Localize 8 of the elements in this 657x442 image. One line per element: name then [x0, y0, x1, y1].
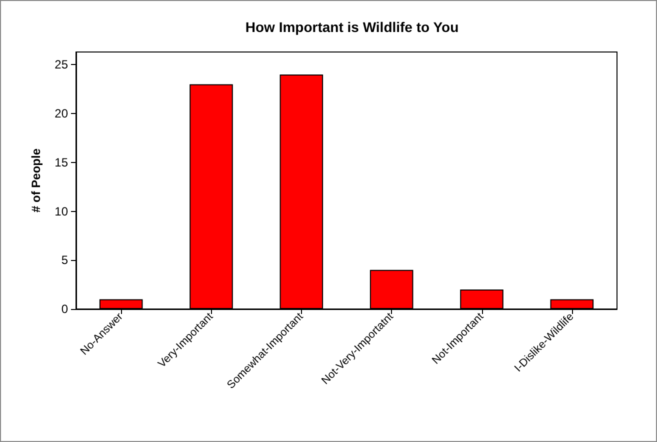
- chart-title: How Important is Wildlife to You: [245, 19, 459, 35]
- y-tick-label: 25: [54, 58, 68, 72]
- y-tick-label: 5: [61, 253, 68, 268]
- y-tick-label: 15: [54, 155, 68, 170]
- y-tick-label: 10: [54, 204, 68, 218]
- y-tick-label: 0: [61, 302, 68, 316]
- y-axis-title: # of People: [29, 148, 43, 213]
- y-tick-label: 20: [54, 106, 68, 121]
